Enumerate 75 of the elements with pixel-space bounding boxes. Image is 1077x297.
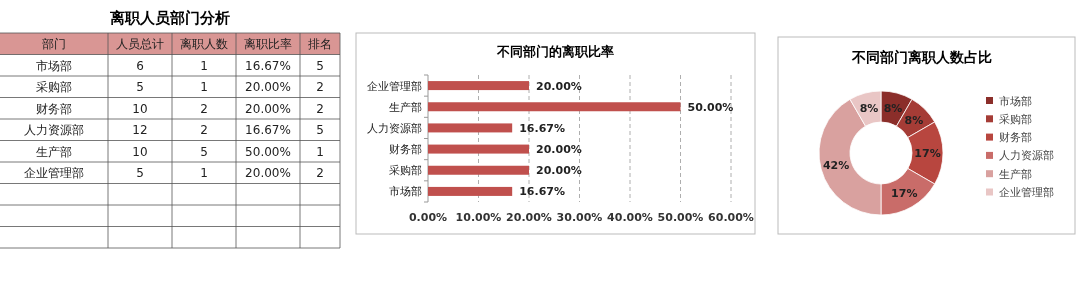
data-label: 20.00% <box>245 101 291 116</box>
legend-label: 企业管理部 <box>999 186 1054 199</box>
y-tick-label: 采购部 <box>389 164 422 178</box>
data-label: 1 <box>200 80 208 95</box>
category-label: 生产部 <box>36 144 72 159</box>
y-tick-label: 人力资源部 <box>367 121 422 135</box>
data-label: 17% <box>891 187 918 201</box>
y-tick-label: 财务部 <box>389 143 422 157</box>
text: 人员总计 <box>116 37 164 52</box>
data-label: 5 <box>316 58 324 73</box>
data-label: 5 <box>136 80 144 95</box>
data-label: 16.67% <box>519 121 566 135</box>
data-label: 6 <box>136 58 144 73</box>
legend-label: 人力资源部 <box>999 149 1054 163</box>
y-tick-label: 企业管理部 <box>367 79 422 93</box>
data-label: 20.00% <box>536 164 582 178</box>
legend-label: 生产部 <box>999 167 1032 181</box>
data-label: 2 <box>316 166 324 181</box>
data-label: 2 <box>316 101 324 116</box>
bar <box>428 123 513 133</box>
data-label: 17% <box>914 146 941 160</box>
category-label: 企业管理部 <box>24 166 84 181</box>
data-label: 42% <box>822 159 850 173</box>
legend-label: 市场部 <box>999 94 1032 108</box>
data-label: 16.67% <box>519 185 566 199</box>
data-label: 10 <box>132 144 148 159</box>
data-label: 8% <box>859 102 879 116</box>
bar <box>428 102 681 112</box>
data-label: 12 <box>132 123 148 138</box>
data-label: 5 <box>316 123 324 138</box>
legend-label: 采购部 <box>999 112 1032 126</box>
data-label: 50.00% <box>687 100 734 114</box>
y-tick-label: 市场部 <box>389 185 422 199</box>
text: 离职人员部门分析 <box>109 9 230 27</box>
text: 部门 <box>42 37 66 52</box>
y-tick-label: 生产部 <box>389 100 422 114</box>
data-label: 1 <box>316 144 324 159</box>
data-label: 8% <box>904 114 924 128</box>
bar <box>428 165 529 175</box>
data-label: 20.00% <box>245 80 291 95</box>
x-tick-label: 60.00% <box>708 211 754 224</box>
x-tick-label: 40.00% <box>607 211 653 224</box>
x-tick-label: 50.00% <box>657 211 704 224</box>
data-label: 5 <box>136 166 144 181</box>
text: 排名 <box>308 37 332 52</box>
data-label: 5 <box>200 144 208 159</box>
data-label: 8% <box>883 102 903 116</box>
legend-label: 财务部 <box>999 131 1032 145</box>
category-label: 人力资源部 <box>24 123 84 138</box>
chart-title: 不同部门离职人数占比 <box>851 49 992 65</box>
x-tick-label: 10.00% <box>455 211 502 224</box>
data-label: 2 <box>200 101 208 116</box>
x-tick-label: 20.00% <box>506 211 552 224</box>
category-label: 市场部 <box>36 58 72 73</box>
data-label: 2 <box>200 123 208 138</box>
bar <box>428 81 529 91</box>
data-label: 20.00% <box>536 79 582 93</box>
bar <box>428 144 529 154</box>
bar <box>428 186 513 196</box>
data-label: 16.67% <box>245 58 291 73</box>
data-label: 2 <box>316 80 324 95</box>
data-label: 16.67% <box>245 123 291 138</box>
data-label: 10 <box>132 101 148 116</box>
chart-title: 不同部门的离职比率 <box>495 44 614 59</box>
x-tick-label: 30.00% <box>556 211 603 224</box>
text: 离职人数 <box>180 37 228 52</box>
data-label: 50.00% <box>245 144 291 159</box>
category-label: 采购部 <box>36 80 72 95</box>
data-label: 1 <box>200 166 208 181</box>
data-label: 20.00% <box>536 143 582 157</box>
category-label: 财务部 <box>36 101 72 116</box>
text: 离职比率 <box>244 37 292 52</box>
data-label: 1 <box>200 58 208 73</box>
data-label: 20.00% <box>245 166 291 181</box>
x-tick-label: 0.00% <box>408 211 448 224</box>
